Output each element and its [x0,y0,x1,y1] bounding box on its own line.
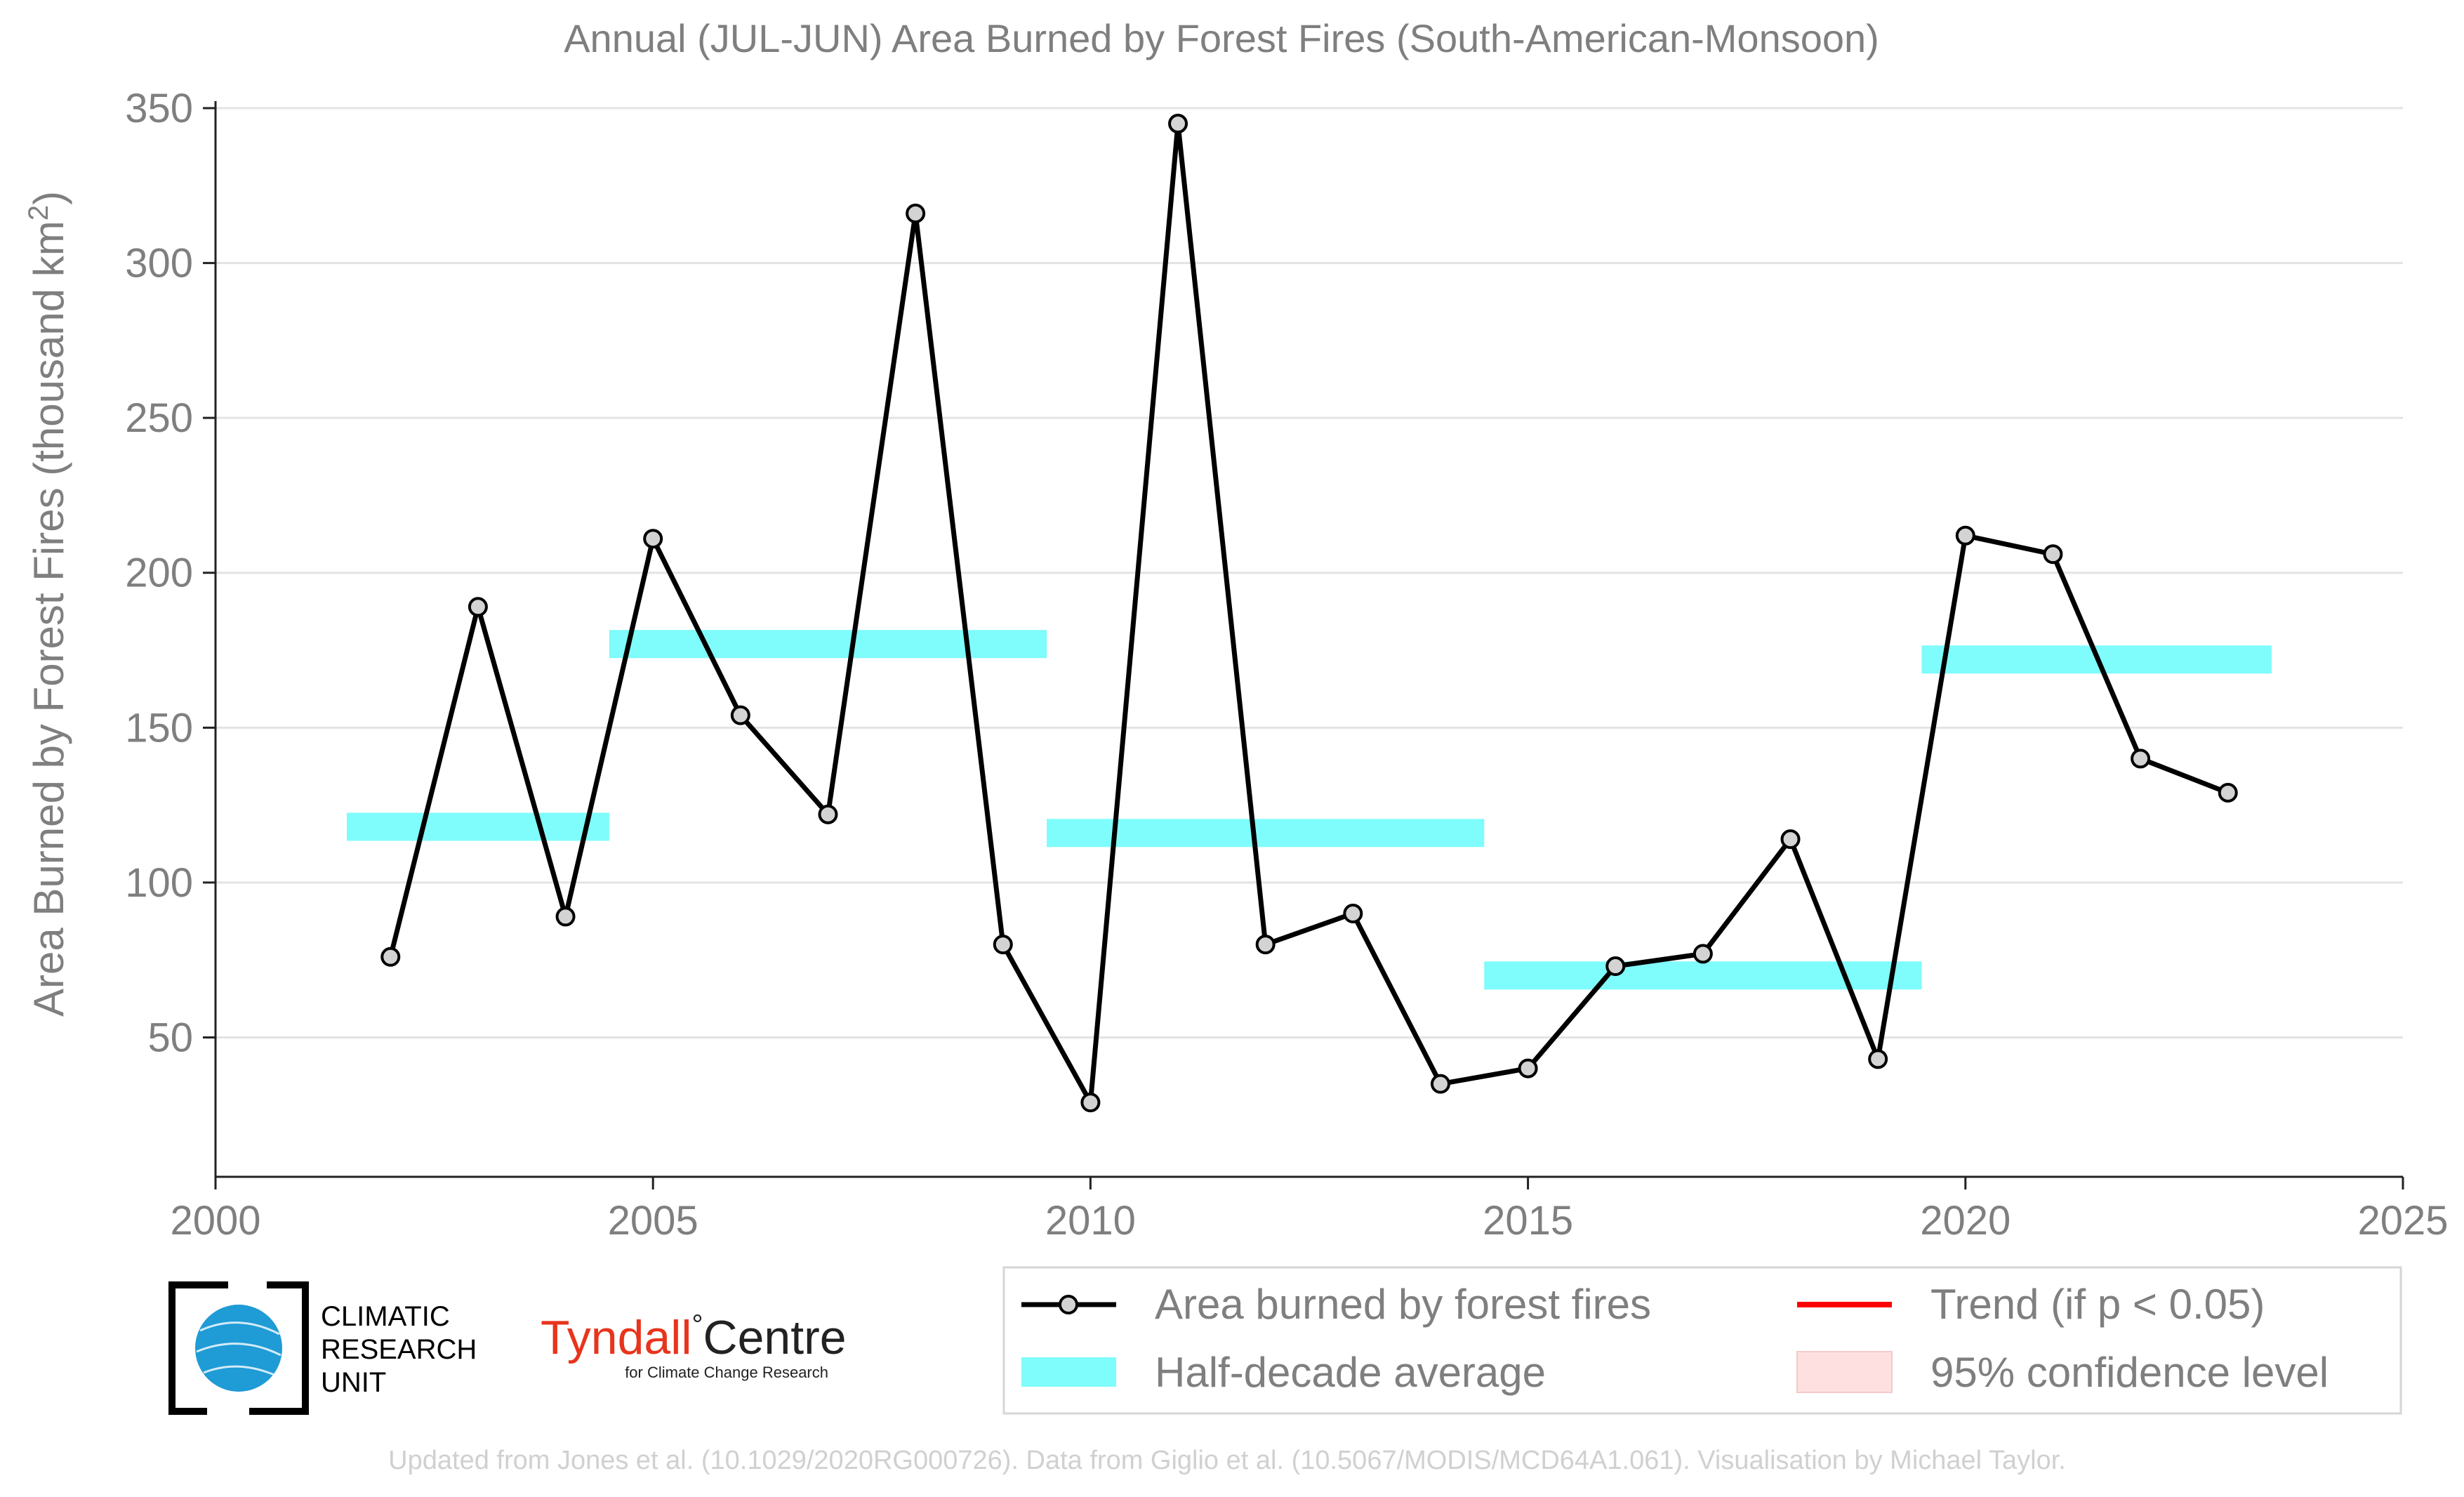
tyndall-logo-name: Tyndall [541,1311,691,1364]
x-tick-label-2020: 2020 [1920,1198,2011,1244]
y-tick-label-150: 150 [125,705,193,751]
data-point-2008 [906,203,926,223]
series-line-1 [388,121,2229,1105]
data-point-2023 [2218,782,2238,803]
x-tick-label-2015: 2015 [1483,1198,1573,1244]
cru-logo-line-1: CLIMATIC [321,1301,450,1332]
data-point-2018 [1780,829,1801,850]
legend: Area burned by forest fires Trend (if p … [1002,1266,2402,1415]
data-point-2004 [555,906,576,927]
legend-frame [1002,1266,2402,1415]
data-point-2009 [993,935,1013,955]
data-point-2011 [1168,114,1188,134]
legend-half-decade-swatch [1021,1357,1116,1387]
data-point-2020 [1955,525,1975,546]
data-point-2014 [1430,1074,1450,1094]
globe-contours-icon [196,1321,281,1378]
legend-label-area-burned: Area burned by forest fires [1155,1281,1651,1328]
half-decade-band-4 [1484,961,1922,990]
y-tick-label-350: 350 [125,86,193,131]
data-point-2012 [1255,935,1276,955]
data-point-2015 [1518,1058,1538,1079]
y-axis-label: Area Burned by Forest Fires (thousand km… [23,191,72,1017]
data-point-2022 [2131,748,2151,769]
y-tick-label-100: 100 [125,860,193,906]
tyndall-logo-degree: ° [691,1310,703,1340]
tyndall-logo: Tyndall°Centre for Climate Change Resear… [541,1310,847,1381]
x-tick-label-2010: 2010 [1045,1198,1136,1244]
x-tick-label-2005: 2005 [608,1198,698,1244]
data-point-2010 [1080,1093,1101,1113]
cru-logo-bracket-left [168,1281,228,1415]
data-point-2013 [1343,904,1363,924]
svg-text:Tyndall°Centre: Tyndall°Centre [541,1310,847,1364]
cru-logo: CLIMATIC RESEARCH UNIT [168,1281,477,1415]
data-point-2007 [818,804,838,824]
data-point-2019 [1868,1049,1888,1069]
legend-label-confidence: 95% confidence level [1930,1349,2329,1396]
data-point-2016 [1605,956,1626,977]
data-point-2017 [1693,944,1713,964]
half-decade-band-1 [346,812,609,841]
chart-title: Annual (JUL-JUN) Area Burned by Forest F… [564,16,1879,60]
y-tick-label-250: 250 [125,395,193,441]
data-point-2003 [468,597,488,617]
y-tick-label-200: 200 [125,550,193,596]
y-tick-label-300: 300 [125,241,193,286]
data-point-2021 [2043,544,2063,565]
data-point-2005 [643,529,663,549]
y-tick-label-50: 50 [147,1015,193,1060]
tyndall-logo-centre: Centre [703,1311,846,1364]
cru-logo-line-3: UNIT [321,1367,386,1398]
tyndall-logo-subtitle: for Climate Change Research [625,1364,828,1381]
legend-confidence-swatch [1796,1351,1893,1393]
data-point-2002 [380,947,401,967]
cru-logo-line-2: RESEARCH [321,1334,477,1365]
x-tick-label-2025: 2025 [2357,1198,2448,1244]
grid [216,107,2403,1038]
series-area-burned [380,114,2238,1113]
legend-label-trend: Trend (if p < 0.05) [1930,1281,2265,1328]
half-decade-band-3 [1047,819,1485,848]
x-tick-label-2000: 2000 [170,1198,260,1244]
credits: Updated from Jones et al. (10.1029/2020R… [388,1446,2066,1475]
half-decade-average-bands [346,630,2272,990]
legend-label-half-decade: Half-decade average [1155,1349,1546,1396]
legend-marker-swatch [1059,1295,1078,1314]
axes: 50 100 150 200 250 300 350 2000 2005 2010 2015 2020… [125,86,2448,1244]
cru-logo-bracket-right [249,1281,309,1415]
data-point-2006 [730,705,750,725]
half-decade-band-2 [609,630,1047,659]
